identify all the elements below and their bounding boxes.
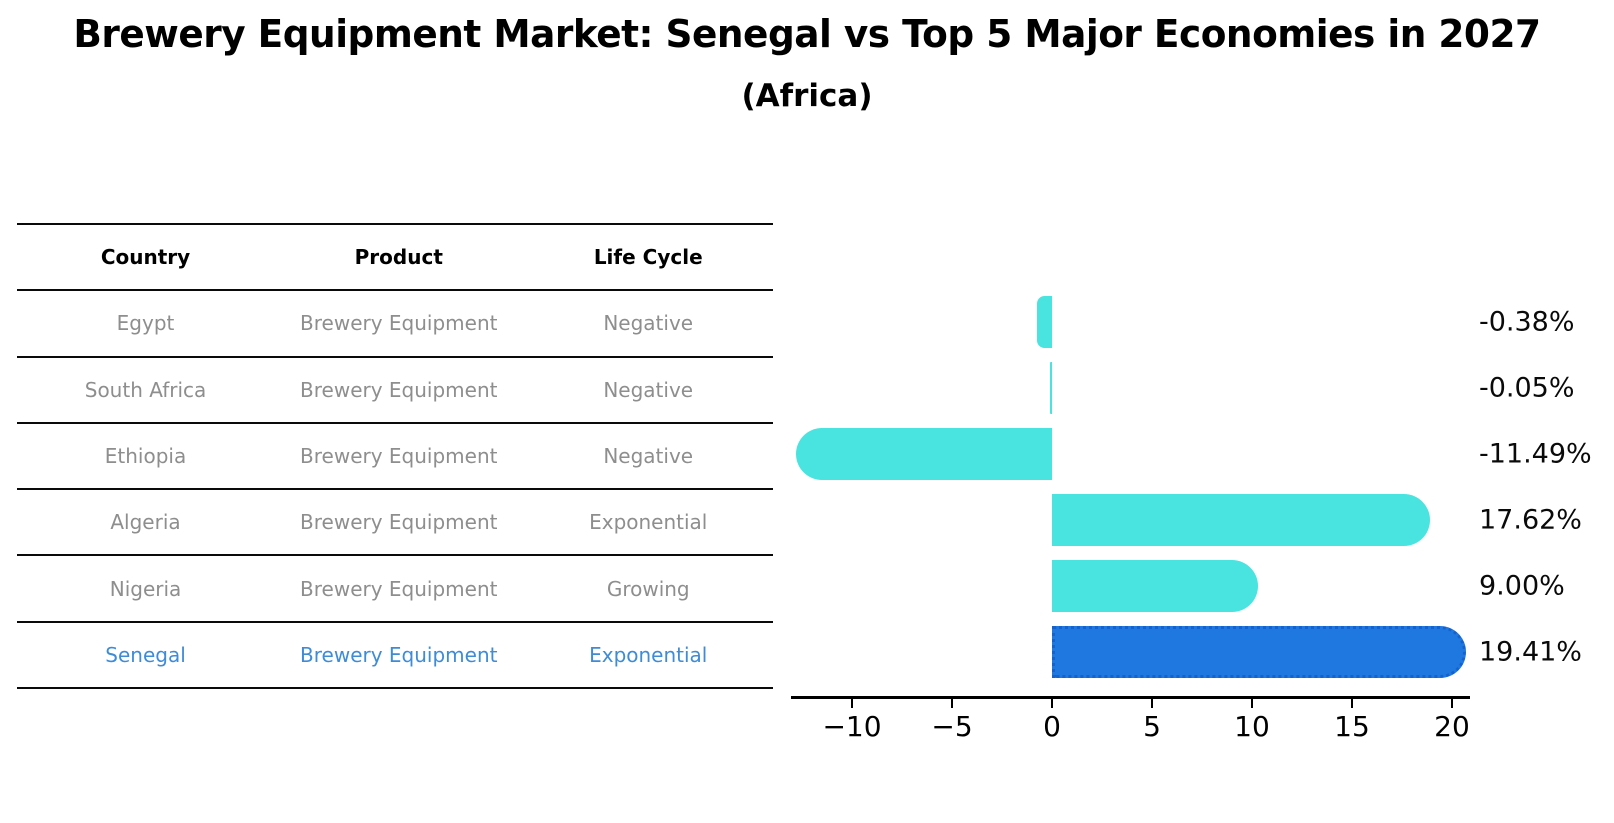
value-label-south-africa: -0.05% — [1479, 372, 1575, 404]
cell-ethiopia-country: Ethiopia — [104, 444, 187, 469]
cell-nigeria-product: Brewery Equipment — [300, 576, 498, 601]
cell-algeria-country: Algeria — [110, 510, 181, 535]
x-tick-label-20: 20 — [1434, 710, 1470, 743]
cell-south-africa-product: Brewery Equipment — [300, 377, 498, 402]
bar-south-africa — [1050, 362, 1052, 414]
cell-nigeria-country: Nigeria — [109, 576, 182, 601]
bar-egypt — [1036, 296, 1052, 348]
country-table: Country Product Life Cycle Egypt Brewery … — [17, 223, 773, 690]
cell-egypt-life-cycle: Negative — [603, 311, 694, 336]
bar-nigeria — [1052, 560, 1258, 612]
value-label-egypt: -0.38% — [1479, 306, 1575, 338]
table-header-life-cycle: Life Cycle — [593, 245, 703, 270]
x-tick-5 — [1150, 697, 1154, 708]
table-row-algeria: Algeria Brewery Equipment Exponential — [17, 490, 773, 557]
cell-south-africa-life-cycle: Negative — [603, 377, 694, 402]
x-tick-label-0: 0 — [1043, 710, 1061, 743]
chart-title: Brewery Equipment Market: Senegal vs Top… — [73, 12, 1541, 56]
table-row-egypt: Egypt Brewery Equipment Negative — [17, 291, 773, 358]
cell-ethiopia-life-cycle: Negative — [603, 444, 694, 469]
cell-egypt-country: Egypt — [116, 311, 175, 336]
x-tick-label-10: 10 — [1234, 710, 1270, 743]
chart-subtitle: (Africa) — [741, 78, 873, 114]
cell-nigeria-life-cycle: Growing — [606, 576, 690, 601]
table-row-senegal: Senegal Brewery Equipment Exponential — [17, 623, 773, 690]
x-tick-label-15: 15 — [1334, 710, 1370, 743]
cell-algeria-product: Brewery Equipment — [300, 510, 498, 535]
table-body: Egypt Brewery Equipment Negative South Afri… — [17, 291, 773, 690]
x-tick-0 — [1050, 697, 1054, 708]
table-header-country: Country — [100, 245, 191, 270]
x-tick-10 — [1250, 697, 1254, 708]
x-tick-15 — [1350, 697, 1354, 708]
x-tick-label--5: −5 — [931, 710, 973, 743]
x-tick--10 — [850, 697, 854, 708]
value-label-ethiopia: -11.49% — [1479, 438, 1592, 470]
bar-senegal — [1052, 626, 1467, 678]
table-row-ethiopia: Ethiopia Brewery Equipment Negative — [17, 424, 773, 491]
value-label-nigeria: 9.00% — [1479, 570, 1565, 602]
cell-senegal-product: Brewery Equipment — [300, 642, 498, 667]
table-header-product: Product — [354, 245, 443, 270]
x-axis-line — [791, 696, 1470, 699]
table-row-south-africa: South Africa Brewery Equipment Negative — [17, 358, 773, 424]
cell-egypt-product: Brewery Equipment — [300, 311, 498, 336]
cell-senegal-country: Senegal — [105, 642, 186, 667]
cell-ethiopia-product: Brewery Equipment — [300, 444, 498, 469]
table-row-nigeria: Nigeria Brewery Equipment Growing — [17, 556, 773, 623]
x-tick-20 — [1450, 697, 1454, 708]
x-tick-label--10: −10 — [822, 710, 882, 743]
x-tick-label-5: 5 — [1143, 710, 1161, 743]
bar-ethiopia — [796, 428, 1052, 480]
value-label-algeria: 17.62% — [1479, 504, 1582, 536]
table-header-row: Country Product Life Cycle — [17, 225, 773, 292]
bar-algeria — [1052, 494, 1431, 546]
cell-algeria-life-cycle: Exponential — [589, 510, 708, 535]
x-tick--5 — [950, 697, 954, 708]
cell-senegal-life-cycle: Exponential — [589, 642, 708, 667]
value-label-senegal: 19.41% — [1479, 636, 1582, 668]
cell-south-africa-country: South Africa — [84, 377, 207, 402]
